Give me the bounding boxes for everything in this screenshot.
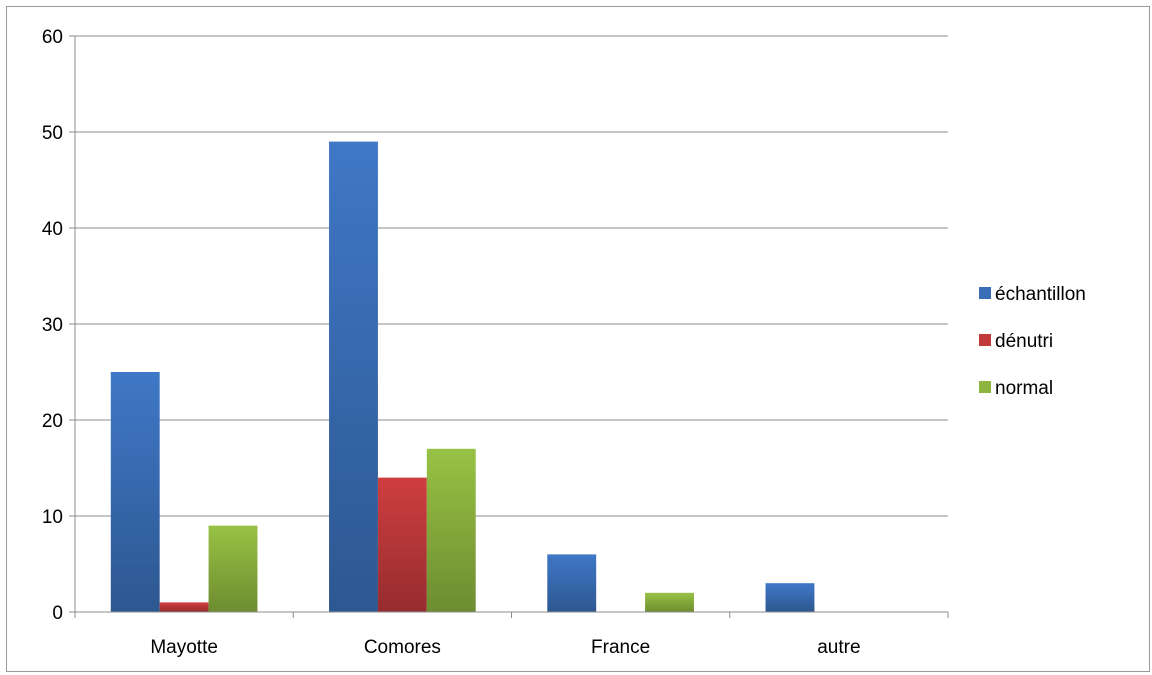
legend-swatch [979, 287, 991, 299]
legend-label: échantillon [995, 284, 1086, 305]
y-tick-label: 60 [42, 27, 63, 48]
bar-échantillon-France [547, 554, 597, 612]
x-category-label: Mayotte [150, 637, 218, 658]
axes [69, 35, 949, 618]
bars [110, 141, 815, 612]
y-tick-labels: 0 10 20 30 40 50 60 [42, 27, 63, 624]
x-category-label: Comores [364, 637, 441, 658]
legend: échantillon dénutri normal [979, 284, 1086, 399]
y-tick-label: 0 [52, 603, 63, 624]
bar-échantillon-Mayotte [110, 372, 160, 612]
legend-swatch [979, 381, 991, 393]
x-category-labels: Mayotte Comores France autre [150, 637, 860, 658]
bar-dénutri-Comores [377, 477, 427, 612]
bar-normal-Comores [426, 448, 476, 612]
bar-dénutri-Mayotte [159, 602, 209, 612]
x-category-label: France [591, 637, 650, 658]
y-tick-label: 10 [42, 507, 63, 528]
y-tick-label: 50 [42, 123, 63, 144]
legend-label: dénutri [995, 331, 1053, 352]
gridlines [75, 35, 948, 517]
y-tick-label: 40 [42, 219, 63, 240]
legend-label: normal [995, 378, 1053, 399]
bar-normal-France [645, 592, 694, 612]
y-tick-label: 20 [42, 411, 63, 432]
x-category-label: autre [817, 637, 860, 658]
bar-normal-Mayotte [208, 525, 258, 612]
bar-échantillon-Comores [329, 141, 378, 612]
y-tick-label: 30 [42, 315, 63, 336]
bar-échantillon-autre [765, 583, 815, 612]
legend-swatch [979, 334, 991, 346]
